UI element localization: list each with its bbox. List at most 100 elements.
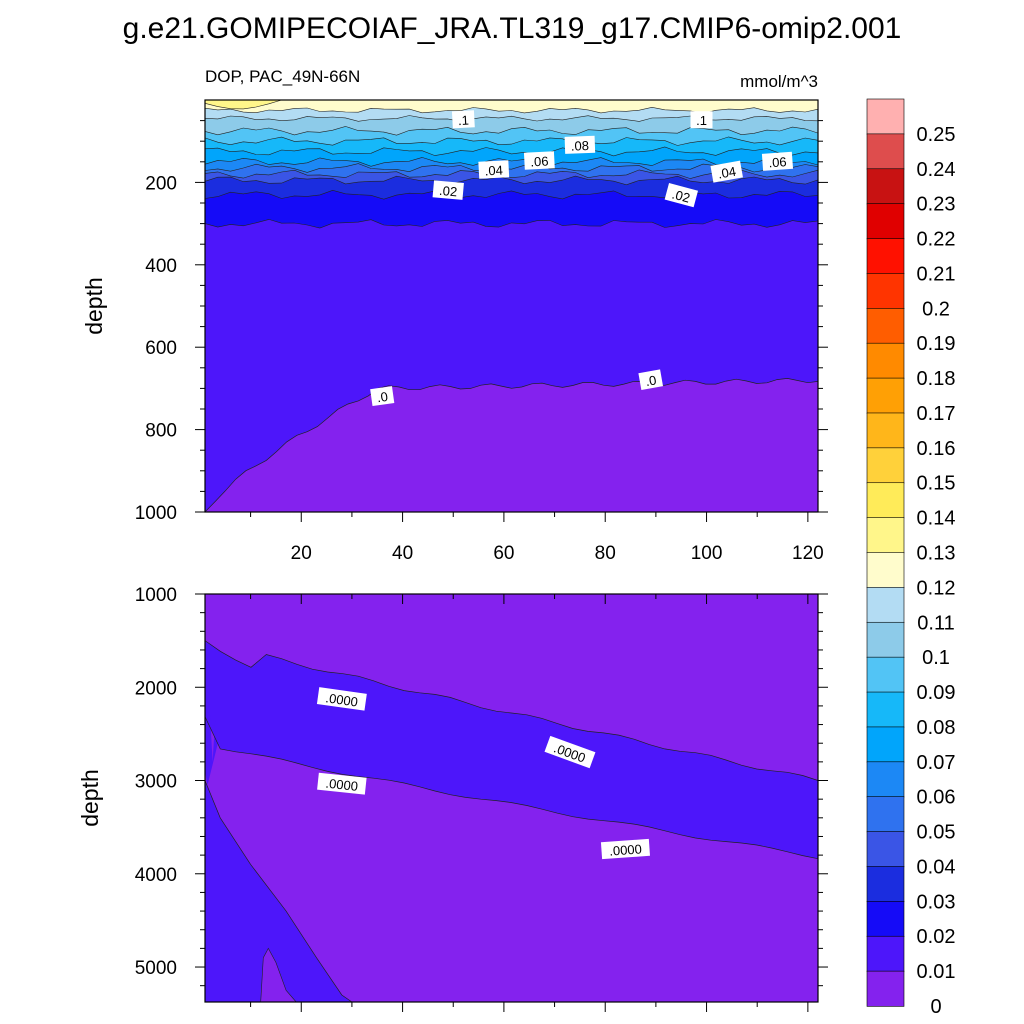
colorbar-label: 0.11 <box>917 612 954 634</box>
colorbar-swatch <box>866 377 905 414</box>
label-bg <box>451 110 475 129</box>
label-bg <box>564 135 596 154</box>
colorbar-label: 0.08 <box>917 717 956 739</box>
upper-contour-label-text: .02 <box>670 186 691 205</box>
colorbar-swatch <box>866 621 905 658</box>
colorbar-label: 0.13 <box>917 543 956 565</box>
colorbar-label: 0.04 <box>917 857 956 879</box>
upper-contour-fills <box>205 100 818 512</box>
lower-contour-label: .0000 <box>317 772 367 795</box>
upper-contour-label: .08 <box>564 135 596 154</box>
colorbar-label: 0.06 <box>917 787 956 809</box>
upper-x-tick-label: 120 <box>792 543 824 564</box>
upper-contour-label: .04 <box>478 160 510 179</box>
colorbar-swatch <box>866 866 905 903</box>
label-bg <box>544 735 596 769</box>
upper-contour-line <box>204 157 819 167</box>
colorbar-label: 0.12 <box>917 577 956 599</box>
colorbar-label: 0.09 <box>917 682 956 704</box>
upper-x-tick-label: 40 <box>392 543 413 564</box>
upper-contour-label: .06 <box>523 151 555 170</box>
upper-contour-line <box>204 378 819 513</box>
upper-contour-label-text: .0 <box>376 389 389 405</box>
lower-contour-label-text: .0000 <box>609 841 643 858</box>
colorbar-swatch <box>866 98 905 135</box>
colorbar-swatch <box>866 273 905 310</box>
upper-contour-line <box>204 126 819 136</box>
colorbar-label: 0.01 <box>917 961 956 983</box>
label-bg <box>370 386 395 407</box>
colorbar-swatch <box>866 552 905 589</box>
lower-plot-frame <box>204 593 819 1003</box>
colorbar-swatch <box>866 726 905 763</box>
colorbar-label: 0.1 <box>922 647 950 669</box>
upper-contour-label: .04 <box>710 160 743 183</box>
colorbar-label: 0.19 <box>917 333 956 355</box>
colorbar-swatch <box>866 133 905 170</box>
upper-x-tick-labels: 20 40 60 80 100 120 <box>291 543 824 564</box>
lower-contour-fills <box>205 594 818 1003</box>
lower-fill-band <box>205 715 221 786</box>
upper-contour-label-text: .1 <box>458 113 470 129</box>
upper-contour-label: .02 <box>432 180 464 200</box>
upper-subtitle-left: DOP, PAC_49N-66N <box>205 67 360 86</box>
colorbar-swatch <box>866 203 905 240</box>
upper-panel: DOP, PAC_49N-66N mmol/m^3 200 400 600 800 10… <box>81 67 828 564</box>
colorbar-swatch <box>866 796 905 833</box>
label-bg <box>638 369 664 390</box>
lower-contour-line <box>204 716 819 860</box>
upper-contour-label-text: .02 <box>438 183 457 200</box>
lower-y-tick-labels: 1000 2000 3000 4000 5000 <box>135 585 177 979</box>
upper-y-tick-label: 600 <box>145 338 177 359</box>
upper-axis-ticks <box>195 120 828 522</box>
upper-y-tick-label: 1000 <box>135 503 177 524</box>
upper-contour-line <box>204 189 819 200</box>
colorbar-swatch <box>866 691 905 728</box>
colorbar-swatch <box>866 656 905 693</box>
upper-contour-label-text: .04 <box>717 164 737 182</box>
colorbar-swatch <box>866 482 905 519</box>
upper-contour-label: .02 <box>664 183 699 208</box>
upper-fill-band <box>205 100 818 109</box>
lower-y-axis-label: depth <box>77 769 103 827</box>
label-bg <box>316 687 367 711</box>
colorbar-label: 0.07 <box>917 752 956 774</box>
lower-contour-labels: .0000.0000.0000.0000 <box>316 687 650 860</box>
lower-fill-band <box>205 780 352 1002</box>
upper-contour-label-text: .1 <box>696 113 707 128</box>
upper-subtitle-right: mmol/m^3 <box>740 72 818 91</box>
label-bg <box>317 772 367 795</box>
upper-y-tick-label: 400 <box>145 256 177 277</box>
colorbar-label: 0.25 <box>917 124 956 146</box>
lower-axis-ticks <box>195 593 828 1012</box>
upper-y-axis-label: depth <box>81 277 107 335</box>
colorbar-swatch <box>866 901 905 937</box>
upper-contour-label-text: .0 <box>644 372 657 389</box>
colorbar-label: 0.14 <box>917 508 956 530</box>
colorbar-label: 0.02 <box>917 926 956 948</box>
upper-contour-line <box>204 136 819 146</box>
lower-contour-line <box>204 640 819 781</box>
upper-y-tick-label: 800 <box>145 421 177 442</box>
colorbar-swatch <box>866 342 905 379</box>
colorbar-label: 0.24 <box>917 159 956 181</box>
lower-y-tick-label: 1000 <box>135 585 177 606</box>
upper-contour-labels: .1 .1 .08 .06 .04 .06 .04 .02 .02 .0 .0 <box>370 110 794 407</box>
colorbar-swatch <box>866 587 905 623</box>
colorbar-swatch <box>866 761 905 798</box>
upper-contour-label-text: .08 <box>571 138 590 154</box>
colorbar-swatch <box>866 238 905 275</box>
upper-contour-line <box>204 219 819 229</box>
label-bg <box>432 180 464 200</box>
colorbar-swatch <box>866 412 905 449</box>
upper-fill-band <box>205 378 818 512</box>
colorbar: 0.25 0.24 0.23 0.22 0.21 0.2 0.19 0.18 0.17 0.16 0… <box>866 98 956 1018</box>
colorbar-swatch <box>866 517 905 554</box>
upper-contour-label: .0 <box>370 386 395 407</box>
upper-x-tick-label: 80 <box>595 543 616 564</box>
colorbar-label: 0 <box>930 996 941 1018</box>
upper-x-tick-label: 20 <box>291 543 312 564</box>
colorbar-label: 0.21 <box>917 263 956 285</box>
upper-x-tick-label: 100 <box>691 543 723 564</box>
